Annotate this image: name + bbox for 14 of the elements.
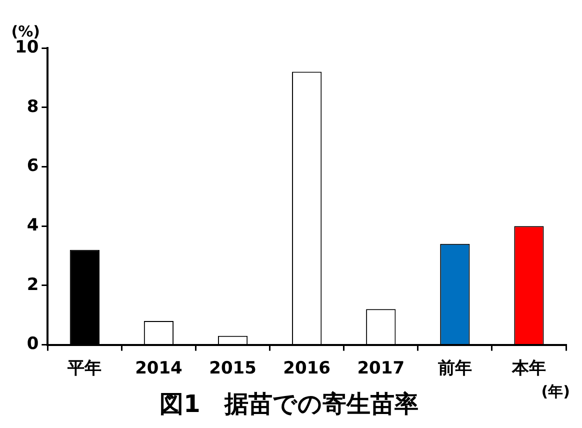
x-axis-title: (年) xyxy=(541,382,570,401)
y-tick-label: 0 xyxy=(26,334,39,354)
text: 図1 据苗での寄生苗率 xyxy=(160,390,418,418)
y-tick-label: 8 xyxy=(26,96,39,117)
x-tick-label: 2017 xyxy=(357,358,405,378)
y-tick-label: 4 xyxy=(26,216,39,236)
y-tick-label: 6 xyxy=(26,156,39,176)
x-tick-label: 前年 xyxy=(436,358,472,378)
x-tick-label: 平年 xyxy=(66,358,102,378)
x-tick-label: 2014 xyxy=(135,358,183,378)
x-tick-label: 2016 xyxy=(283,358,330,378)
y-tick-label: 2 xyxy=(26,274,39,295)
x-tick-label: 本年 xyxy=(510,358,546,378)
x-tick-label: 2015 xyxy=(209,358,256,378)
